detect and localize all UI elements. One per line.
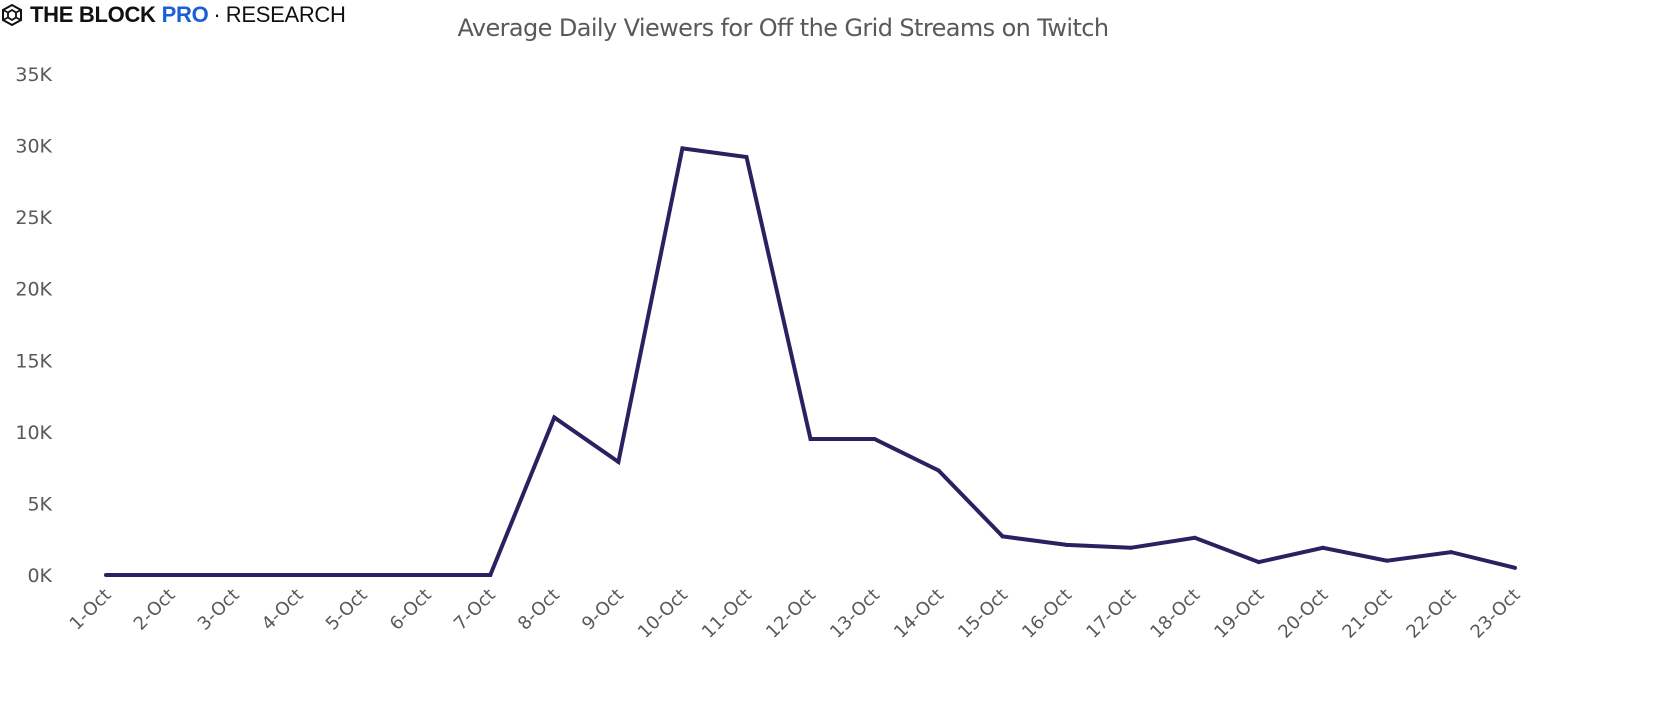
data-point — [808, 437, 813, 442]
y-tick-label: 25K — [15, 207, 52, 229]
x-tick-label: 3-Oct — [194, 585, 244, 635]
data-point — [1513, 565, 1517, 570]
data-point — [1320, 545, 1325, 550]
brand-section: RESEARCH — [225, 2, 346, 27]
x-tick-label: 17-Oct — [1082, 585, 1140, 643]
data-point — [744, 155, 749, 160]
chart-title: Average Daily Viewers for Off the Grid S… — [457, 14, 1109, 42]
data-point — [680, 146, 685, 151]
data-point — [1064, 542, 1069, 547]
x-tick-label: 7-Oct — [450, 585, 500, 635]
data-point — [488, 573, 493, 577]
x-tick-label: 2-Oct — [130, 585, 180, 635]
x-tick-label: 23-Oct — [1467, 585, 1525, 643]
data-point — [424, 573, 429, 577]
data-point — [1256, 560, 1261, 565]
y-tick-label: 10K — [15, 422, 52, 444]
x-tick-label: 1-Oct — [66, 585, 116, 635]
data-point — [616, 459, 621, 464]
data-point — [168, 573, 173, 577]
data-point — [1128, 545, 1133, 550]
y-axis: 0K 5K 10K 15K 20K 25K 30K 35K — [15, 64, 52, 587]
data-point — [1448, 550, 1453, 555]
brand-pro: PRO — [161, 2, 209, 27]
data-point — [1192, 535, 1197, 540]
x-tick-label: 12-Oct — [762, 585, 820, 643]
brand-name: THE BLOCK — [30, 2, 156, 27]
x-tick-label: 22-Oct — [1402, 585, 1460, 643]
data-point — [552, 415, 557, 420]
x-tick-label: 5-Oct — [322, 585, 372, 635]
x-tick-label: 20-Oct — [1274, 585, 1332, 643]
data-point — [1384, 558, 1389, 563]
data-point — [1000, 534, 1005, 539]
y-tick-label: 15K — [15, 350, 52, 372]
y-tick-label: 0K — [27, 565, 52, 587]
series-line — [106, 146, 1516, 577]
x-tick-label: 4-Oct — [258, 585, 308, 635]
x-tick-label: 16-Oct — [1018, 585, 1076, 643]
brand-header: THE BLOCK PRO · RESEARCH — [0, 2, 346, 28]
x-tick-label: 6-Oct — [386, 585, 436, 635]
data-point — [872, 437, 877, 442]
x-tick-label: 18-Oct — [1146, 585, 1204, 643]
data-point — [936, 468, 941, 473]
data-point — [104, 573, 108, 577]
y-tick-label: 5K — [27, 493, 52, 515]
x-tick-label: 14-Oct — [890, 585, 948, 643]
x-tick-label: 8-Oct — [514, 585, 564, 635]
data-point — [360, 573, 365, 577]
brand-separator: · — [213, 2, 221, 27]
x-tick-label: 13-Oct — [826, 585, 884, 643]
x-tick-label: 10-Oct — [634, 585, 692, 643]
data-point — [232, 573, 237, 577]
cube-logo-icon — [2, 3, 22, 27]
x-tick-label: 9-Oct — [578, 585, 628, 635]
x-tick-label: 21-Oct — [1338, 585, 1396, 643]
data-point — [296, 573, 301, 577]
series-group — [104, 146, 1517, 577]
y-tick-label: 20K — [15, 279, 52, 301]
y-tick-label: 35K — [15, 64, 52, 86]
x-tick-label: 15-Oct — [954, 585, 1012, 643]
x-tick-label: 11-Oct — [698, 585, 756, 643]
y-tick-label: 30K — [15, 136, 52, 158]
x-tick-label: 19-Oct — [1210, 585, 1268, 643]
x-axis: 1-Oct 2-Oct 3-Oct 4-Oct 5-Oct 6-Oct 7-Oct 8-Oct… — [66, 585, 1525, 643]
